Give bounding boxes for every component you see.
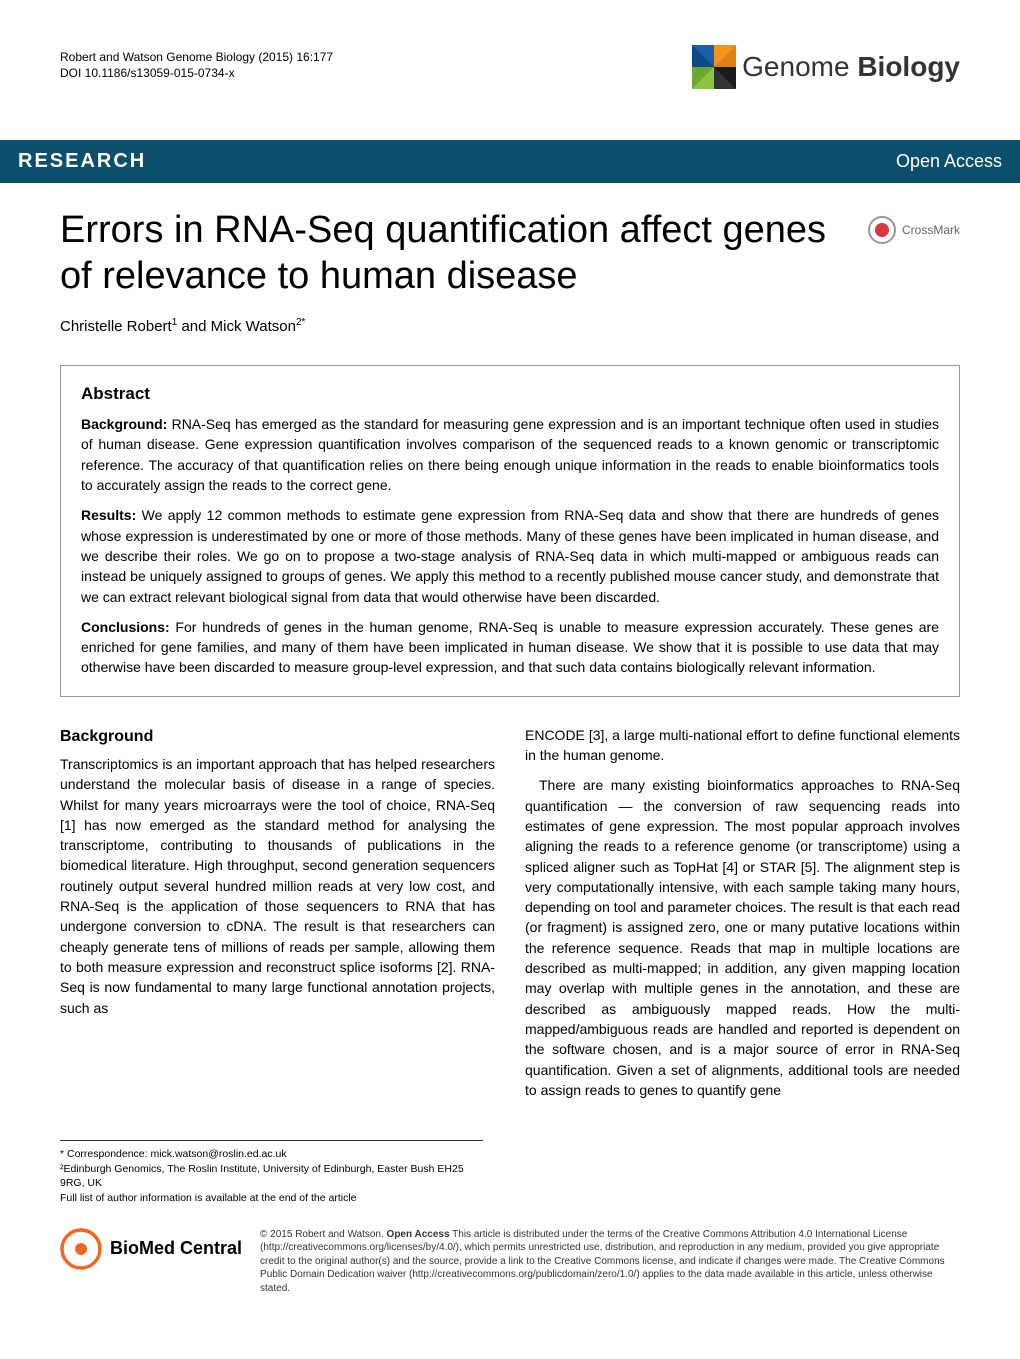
- footnotes: * Correspondence: mick.watson@roslin.ed.…: [60, 1140, 483, 1206]
- correspondence-line: * Correspondence: mick.watson@roslin.ed.…: [60, 1147, 483, 1162]
- research-label: RESEARCH: [18, 150, 146, 173]
- open-access-label: Open Access: [896, 151, 1002, 172]
- bmc-text: BioMed Central: [110, 1238, 242, 1259]
- abstract-conclusions: Conclusions: For hundreds of genes in th…: [81, 617, 939, 678]
- bmc-icon: [60, 1228, 102, 1270]
- abstract-heading: Abstract: [81, 384, 939, 404]
- author-list: Christelle Robert1 and Mick Watson2*: [60, 317, 960, 335]
- column-left-text: Transcriptomics is an important approach…: [60, 754, 495, 1018]
- body-columns: Background Transcriptomics is an importa…: [60, 725, 960, 1100]
- biomed-central-logo: BioMed Central: [60, 1228, 242, 1270]
- conclusions-label: Conclusions:: [81, 619, 170, 635]
- column-right-p1: ENCODE [3], a large multi-national effor…: [525, 725, 960, 766]
- journal-logo-icon: [692, 45, 736, 89]
- journal-logo-text: Genome Biology: [742, 51, 960, 83]
- journal-logo: Genome Biology: [692, 45, 960, 89]
- results-text: We apply 12 common methods to estimate g…: [81, 507, 939, 604]
- footer: BioMed Central © 2015 Robert and Watson.…: [0, 1228, 1020, 1296]
- open-access-bold: Open Access: [387, 1229, 450, 1240]
- results-label: Results:: [81, 507, 136, 523]
- abstract-box: Abstract Background: RNA-Seq has emerged…: [60, 365, 960, 697]
- abstract-results: Results: We apply 12 common methods to e…: [81, 505, 939, 606]
- background-text: RNA-Seq has emerged as the standard for …: [81, 416, 939, 493]
- full-author-info-line: Full list of author information is avail…: [60, 1191, 483, 1206]
- license-text: © 2015 Robert and Watson. Open Access Th…: [260, 1228, 960, 1296]
- crossmark-icon: [868, 216, 896, 244]
- affiliation-line: ²Edinburgh Genomics, The Roslin Institut…: [60, 1162, 483, 1191]
- column-right: ENCODE [3], a large multi-national effor…: [525, 725, 960, 1100]
- abstract-background: Background: RNA-Seq has emerged as the s…: [81, 414, 939, 495]
- conclusions-text: For hundreds of genes in the human genom…: [81, 619, 939, 676]
- journal-name-part2: Biology: [857, 51, 960, 82]
- crossmark-label: CrossMark: [902, 223, 960, 237]
- copyright-prefix: © 2015 Robert and Watson.: [260, 1229, 387, 1240]
- column-right-p2: There are many existing bioinformatics a…: [525, 775, 960, 1100]
- article-type-bar: RESEARCH Open Access: [0, 140, 1020, 183]
- background-label: Background:: [81, 416, 167, 432]
- article-title: Errors in RNA-Seq quantification affect …: [60, 208, 848, 299]
- column-left: Background Transcriptomics is an importa…: [60, 725, 495, 1100]
- background-heading: Background: [60, 725, 495, 748]
- journal-name-part1: Genome: [742, 51, 849, 82]
- crossmark-badge[interactable]: CrossMark: [868, 216, 960, 244]
